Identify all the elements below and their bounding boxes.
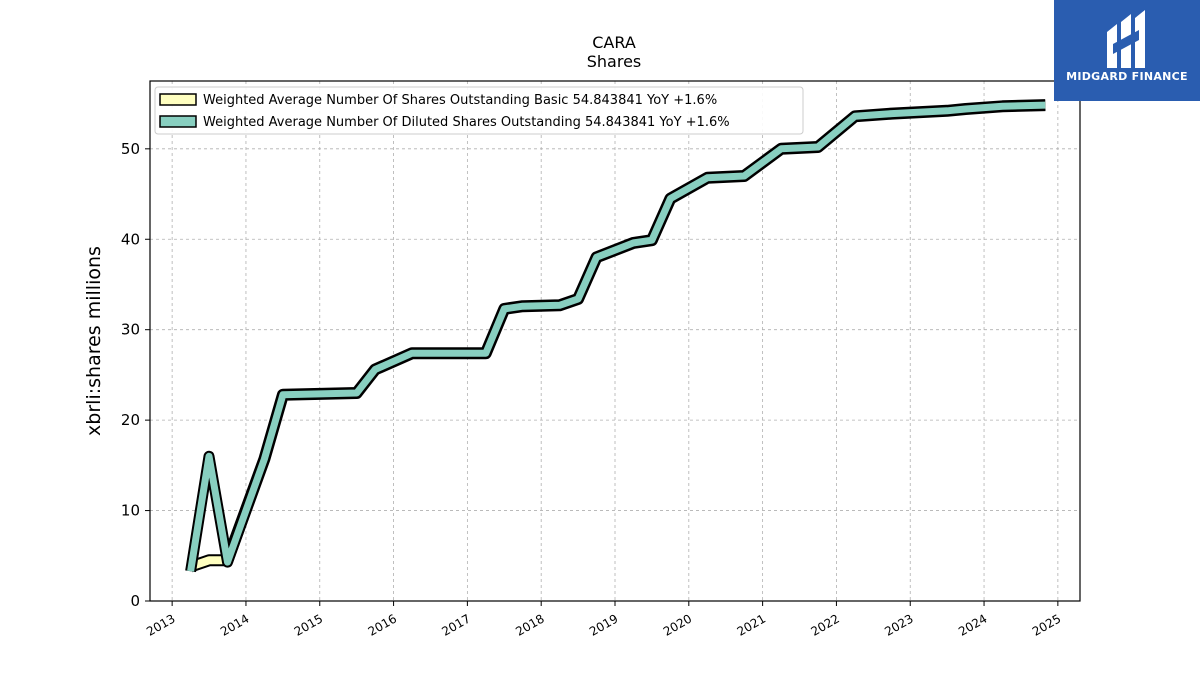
legend-box bbox=[154, 86, 804, 135]
legend-swatch-diluted bbox=[159, 115, 197, 128]
x-tick-label-8: 2021 bbox=[735, 611, 768, 638]
legend-swatch-basic bbox=[159, 93, 197, 106]
legend-label-diluted: Weighted Average Number Of Diluted Share… bbox=[203, 115, 730, 130]
x-tick-label-9: 2022 bbox=[808, 611, 841, 638]
logo-text: MIDGARD FINANCE bbox=[1066, 70, 1188, 83]
x-tick-label-2: 2015 bbox=[292, 611, 325, 638]
y-tick-label-3: 30 bbox=[121, 321, 140, 339]
x-tick-label-3: 2016 bbox=[366, 611, 399, 638]
chart-subtitle: Shares bbox=[587, 52, 642, 71]
x-tick-label-0: 2013 bbox=[144, 611, 177, 638]
logo-mark-icon bbox=[1107, 10, 1145, 68]
x-tick-label-10: 2023 bbox=[882, 611, 915, 638]
grid bbox=[150, 81, 1080, 602]
chart-title: CARA bbox=[592, 33, 636, 52]
x-tick-label-5: 2018 bbox=[513, 611, 546, 638]
x-tick-label-6: 2019 bbox=[587, 611, 620, 638]
legend-label-basic: Weighted Average Number Of Shares Outsta… bbox=[203, 93, 717, 108]
midgard-finance-logo: MIDGARD FINANCE bbox=[1054, 0, 1200, 101]
series-line-0 bbox=[189, 101, 1046, 571]
y-axis-label: xbrli:shares millions bbox=[83, 246, 105, 436]
y-tick-label-4: 40 bbox=[121, 230, 140, 248]
y-tick-label-2: 20 bbox=[121, 411, 140, 429]
x-tick-label-7: 2020 bbox=[661, 611, 694, 638]
series-outline-1 bbox=[185, 99, 1046, 573]
y-tick-label-5: 50 bbox=[121, 140, 140, 158]
x-tick-label-4: 2017 bbox=[439, 611, 472, 638]
series-line-1 bbox=[187, 101, 1046, 572]
series-layer bbox=[185, 99, 1046, 573]
x-tick-label-1: 2014 bbox=[218, 611, 251, 638]
y-axis-ticks: 0 10 20 30 40 50 bbox=[121, 140, 150, 610]
series-outline-0 bbox=[188, 99, 1046, 573]
x-tick-label-11: 2024 bbox=[956, 611, 989, 638]
x-tick-label-12: 2025 bbox=[1030, 611, 1063, 638]
y-tick-label-1: 10 bbox=[121, 502, 140, 520]
legend: Weighted Average Number Of Shares Outsta… bbox=[154, 86, 804, 135]
x-axis-ticks: 2013 2014 2015 2016 2017 2018 2019 2020 2021 2022… bbox=[144, 601, 1063, 639]
y-tick-label-0: 0 bbox=[130, 592, 140, 610]
